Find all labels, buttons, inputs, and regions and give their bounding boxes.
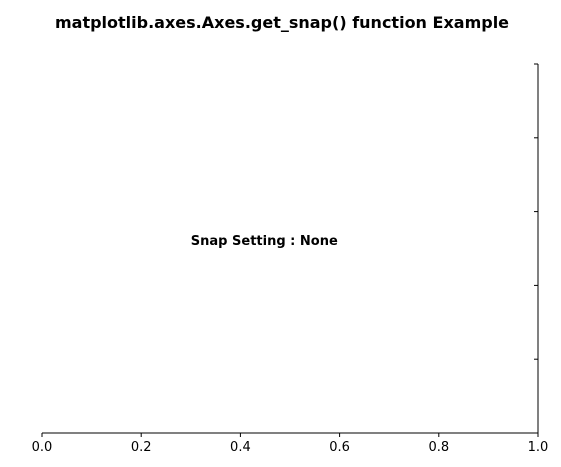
annotations: Snap Setting : None [191,234,338,249]
x-axis-ticks: 0.0 0.2 0.4 0.6 0.8 1.0 [32,433,549,455]
chart-title: matplotlib.axes.Axes.get_snap() function… [55,13,509,32]
x-tick-label: 0.0 [32,440,53,455]
x-tick-label: 0.6 [329,440,350,455]
annotation-snap-setting: Snap Setting : None [191,234,338,249]
x-tick-label: 0.2 [131,440,152,455]
x-tick-label: 1.0 [528,440,549,455]
x-tick-label: 0.8 [428,440,449,455]
x-tick-label: 0.4 [230,440,251,455]
y-axis-ticks [534,63,538,360]
